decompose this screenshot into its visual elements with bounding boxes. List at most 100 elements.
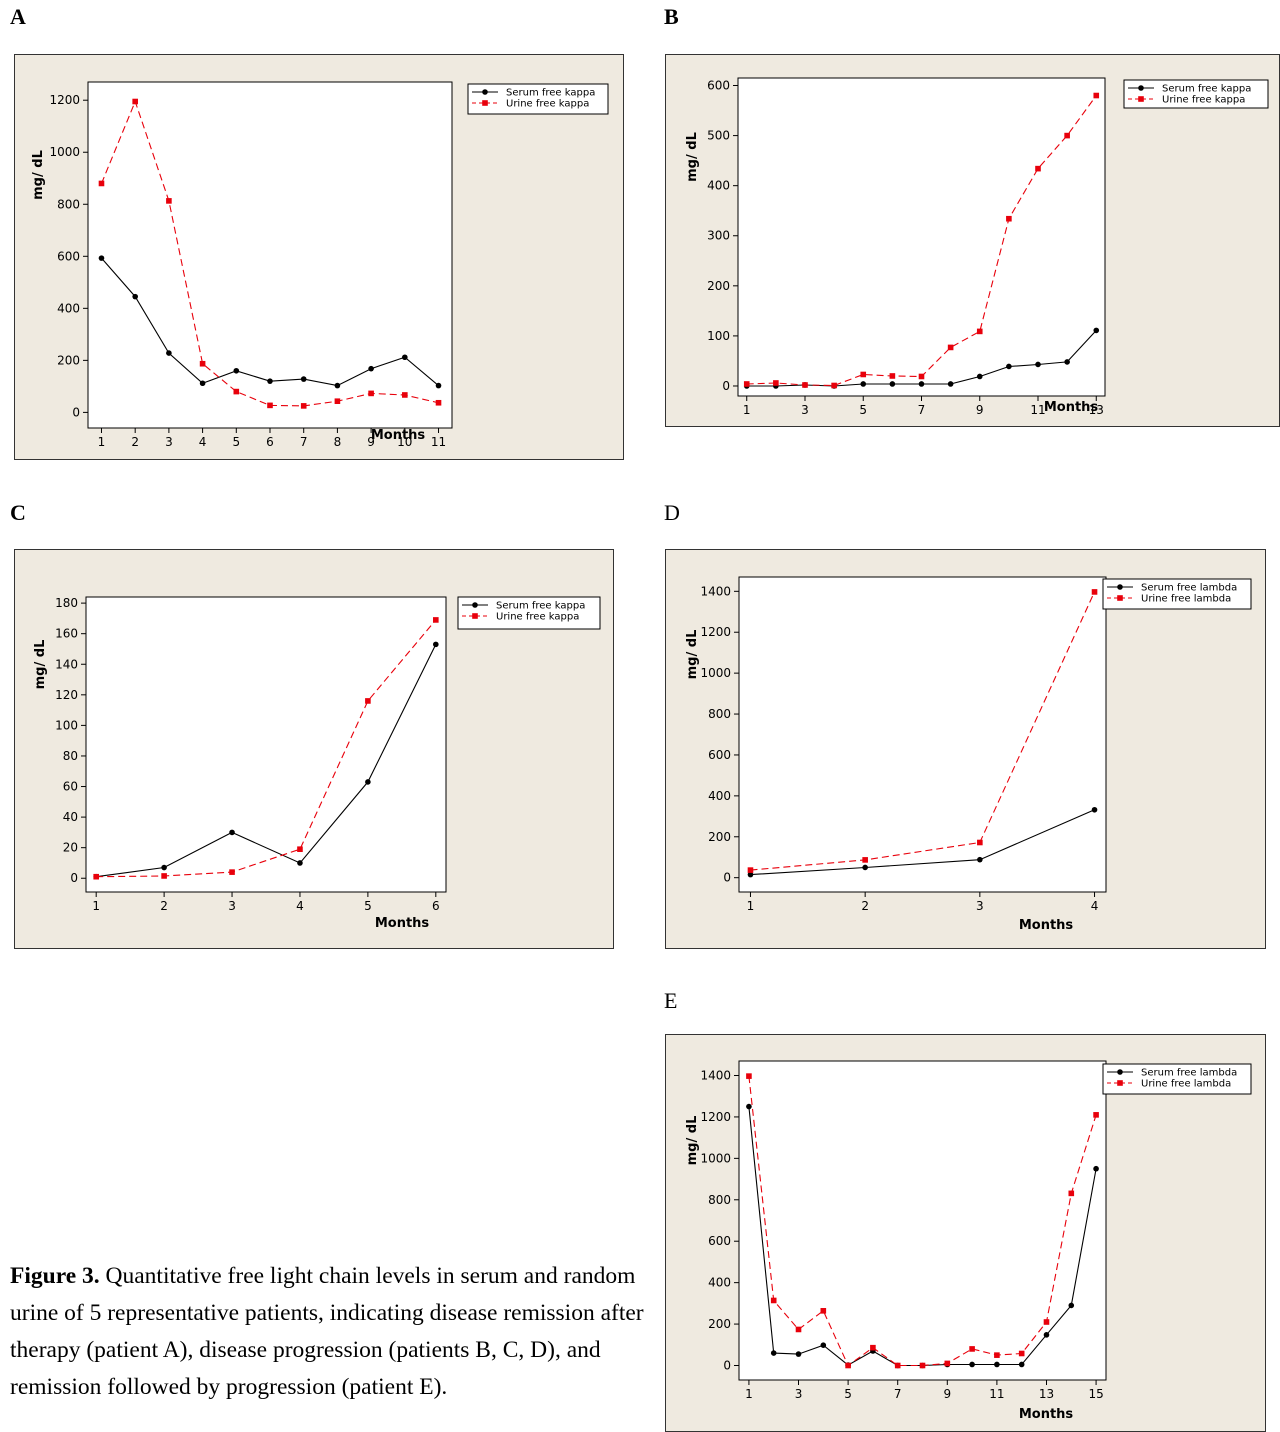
y-tick-label-a: 1000 (49, 145, 80, 159)
y-tick-label-c: 120 (55, 688, 78, 702)
legend-urine-label-d: Urine free lambda (1141, 594, 1231, 605)
y-tick-label-c: 100 (55, 718, 78, 732)
x-tick-label-a: 1 (98, 435, 106, 449)
serum-point-a (267, 378, 273, 384)
urine-point-e (870, 1344, 876, 1351)
x-tick-label-b: 9 (976, 403, 984, 417)
urine-point-e (770, 1297, 777, 1304)
y-tick-label-a: 1200 (49, 93, 80, 107)
urine-point-e (1068, 1190, 1075, 1197)
urine-point-a (98, 180, 105, 187)
legend-serum-marker-d (1117, 584, 1123, 590)
legend-serum-label-c: Serum free kappa (496, 601, 585, 612)
serum-point-c (433, 641, 439, 648)
urine-point-c (365, 698, 371, 704)
x-tick-label-c: 3 (228, 899, 236, 913)
chart-c-svg: 0 20 40 60 80 100 120 140 160 180 1 2 3 4 5 6 mg/ dL Mont… (14, 549, 614, 949)
urine-point-b (860, 371, 867, 378)
caption-lead: Figure 3. (10, 1263, 100, 1289)
legend-serum-label-a: Serum free kappa (506, 88, 595, 99)
serum-point-a (98, 255, 105, 261)
legend-box-e (1102, 1063, 1252, 1095)
urine-point-e (1043, 1319, 1050, 1325)
serum-point-a (300, 376, 307, 382)
serum-point-e (1093, 1165, 1099, 1172)
x-tick-label-a: 7 (300, 435, 308, 449)
x-tick-label-e: 7 (894, 1387, 902, 1401)
serum-point-b (947, 381, 954, 387)
urine-point-d (862, 857, 868, 863)
x-axis-title-e: Months (1019, 1407, 1074, 1422)
y-tick-label-c: 180 (55, 596, 78, 610)
serum-line-d (750, 809, 1095, 876)
x-tick-label-a: 9 (367, 435, 375, 449)
serum-point-b (1064, 359, 1070, 365)
y-tick-label-b: 200 (707, 279, 730, 293)
urine-point-b (918, 373, 925, 380)
y-tick-label-a: 200 (57, 353, 80, 367)
y-tick-label-e: 1200 (700, 1110, 731, 1124)
urine-point-a (334, 398, 341, 405)
urine-point-e (994, 1352, 1000, 1358)
legend-serum-label-e: Serum free lambda (1141, 1068, 1237, 1079)
y-tick-label-e: 1400 (700, 1069, 731, 1083)
x-tick-label-d: 3 (976, 899, 984, 913)
legend-serum-marker-b (1138, 85, 1144, 91)
urine-point-e (795, 1326, 802, 1333)
y-axis-title-c: mg/ dL (33, 640, 48, 690)
x-axis-title-d: Months (1019, 918, 1074, 933)
x-tick-label-a: 8 (334, 435, 342, 449)
legend-serum-marker-c (472, 602, 478, 608)
plot-area-a (87, 81, 453, 429)
serum-point-e (994, 1361, 1000, 1368)
y-tick-label-c: 80 (63, 749, 78, 763)
serum-point-e (746, 1103, 752, 1110)
serum-point-d (862, 864, 868, 871)
x-tick-label-e: 1 (745, 1387, 753, 1401)
x-tick-label-a: 11 (431, 435, 446, 449)
urine-line-d (750, 591, 1096, 871)
chart-panel-a: 0 200 400 600 800 1000 1200 1 2 3 4 5 6 7 8 9 10 11 mg/ dL… (14, 54, 624, 460)
serum-point-b (1006, 363, 1012, 370)
y-tick-label-d: 800 (708, 707, 731, 721)
urine-point-c (161, 873, 167, 879)
serum-point-e (820, 1342, 827, 1348)
x-tick-label-c: 4 (296, 899, 304, 913)
y-tick-label-d: 1000 (700, 666, 731, 680)
y-axis-title-b: mg/ dL (685, 132, 700, 182)
urine-point-c (229, 869, 235, 875)
serum-point-a (402, 354, 408, 361)
urine-point-c (93, 873, 99, 880)
urine-point-e (1018, 1350, 1025, 1357)
x-axis-title-b: Months (1044, 400, 1099, 415)
x-axis-title-a: Months (371, 428, 426, 443)
legend-serum-marker-e (1117, 1069, 1123, 1075)
urine-point-e (944, 1360, 951, 1367)
serum-point-a (233, 367, 240, 374)
legend-serum-label-d: Serum free lambda (1141, 583, 1237, 594)
serum-point-a (166, 350, 172, 356)
serum-point-a (334, 382, 341, 389)
panel-label-b: B (664, 4, 679, 29)
y-tick-label-b: 0 (722, 379, 730, 393)
urine-point-e (845, 1362, 851, 1369)
chart-panel-b: 0 100 200 300 400 500 600 1 3 5 7 9 11 13 mg/ dL Months… (665, 54, 1280, 427)
x-tick-label-e: 13 (1039, 1387, 1054, 1401)
x-tick-label-d: 4 (1091, 899, 1099, 913)
urine-line-c (96, 619, 437, 878)
chart-a-svg: 0 200 400 600 800 1000 1200 1 2 3 4 5 6 7 8 9 10 11 mg/ dL… (14, 54, 624, 460)
urine-point-a (132, 98, 138, 105)
legend-serum-label-b: Serum free kappa (1162, 84, 1251, 95)
urine-point-a (368, 390, 374, 397)
legend-urine-marker-d (1117, 595, 1123, 601)
urine-point-b (1006, 215, 1012, 222)
x-tick-label-c: 1 (92, 899, 100, 913)
legend-urine-marker-b (1138, 96, 1144, 102)
urine-point-a (267, 402, 273, 409)
figure-caption: Figure 3. Quantitative free light chain … (10, 1258, 650, 1406)
serum-point-b (860, 381, 867, 387)
serum-point-e (1018, 1361, 1025, 1368)
y-tick-label-e: 600 (708, 1234, 731, 1248)
urine-point-a (233, 388, 240, 395)
